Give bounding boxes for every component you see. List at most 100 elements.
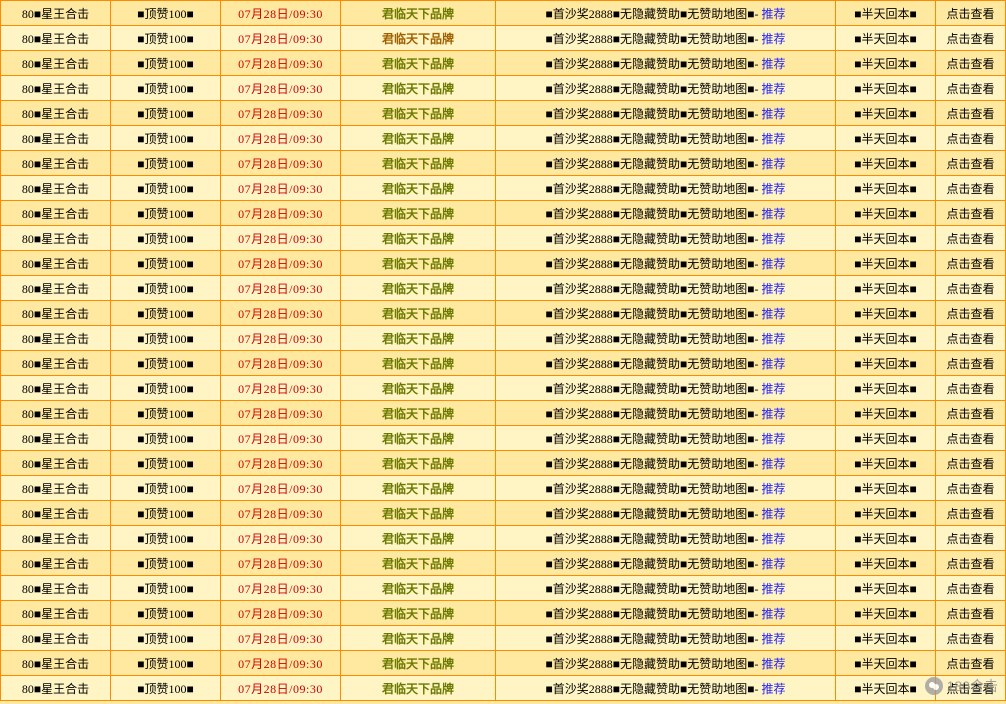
cell-name[interactable]: 80■星王合击 — [1, 501, 111, 526]
cell-action[interactable]: 点击查看 — [936, 326, 1006, 351]
cell-action[interactable]: 点击查看 — [936, 26, 1006, 51]
view-link[interactable]: 点击查看 — [946, 607, 994, 621]
cell-action[interactable]: 点击查看 — [936, 226, 1006, 251]
cell-name[interactable]: 80■星王合击 — [1, 51, 111, 76]
server-name[interactable]: 80■星王合击 — [22, 282, 89, 296]
view-link[interactable]: 点击查看 — [946, 507, 994, 521]
server-name[interactable]: 80■星王合击 — [22, 607, 89, 621]
cell-name[interactable]: 80■星王合击 — [1, 1, 111, 26]
server-name[interactable]: 80■星王合击 — [22, 382, 89, 396]
cell-name[interactable]: 80■星王合击 — [1, 401, 111, 426]
view-link[interactable]: 点击查看 — [946, 332, 994, 346]
server-name[interactable]: 80■星王合击 — [22, 582, 89, 596]
cell-action[interactable]: 点击查看 — [936, 251, 1006, 276]
server-name[interactable]: 80■星王合击 — [22, 232, 89, 246]
server-name[interactable]: 80■星王合击 — [22, 332, 89, 346]
cell-name[interactable]: 80■星王合击 — [1, 176, 111, 201]
cell-name[interactable]: 80■星王合击 — [1, 226, 111, 251]
view-link[interactable]: 点击查看 — [946, 357, 994, 371]
cell-name[interactable]: 80■星王合击 — [1, 476, 111, 501]
cell-action[interactable]: 点击查看 — [936, 201, 1006, 226]
cell-action[interactable]: 点击查看 — [936, 301, 1006, 326]
server-name[interactable]: 80■星王合击 — [22, 632, 89, 646]
view-link[interactable]: 点击查看 — [946, 282, 994, 296]
cell-name[interactable]: 80■星王合击 — [1, 201, 111, 226]
cell-name[interactable]: 80■星王合击 — [1, 251, 111, 276]
cell-action[interactable]: 点击查看 — [936, 76, 1006, 101]
view-link[interactable]: 点击查看 — [946, 482, 994, 496]
view-link[interactable]: 点击查看 — [946, 7, 994, 21]
cell-action[interactable]: 点击查看 — [936, 376, 1006, 401]
cell-name[interactable]: 80■星王合击 — [1, 101, 111, 126]
server-name[interactable]: 80■星王合击 — [22, 507, 89, 521]
server-name[interactable]: 80■星王合击 — [22, 657, 89, 671]
cell-action[interactable]: 点击查看 — [936, 51, 1006, 76]
view-link[interactable]: 点击查看 — [946, 182, 994, 196]
cell-name[interactable]: 80■星王合击 — [1, 576, 111, 601]
cell-name[interactable]: 80■星王合击 — [1, 126, 111, 151]
cell-name[interactable]: 80■星王合击 — [1, 426, 111, 451]
cell-action[interactable]: 点击查看 — [936, 626, 1006, 651]
view-link[interactable]: 点击查看 — [946, 457, 994, 471]
server-name[interactable]: 80■星王合击 — [22, 32, 89, 46]
view-link[interactable]: 点击查看 — [946, 232, 994, 246]
cell-action[interactable]: 点击查看 — [936, 501, 1006, 526]
cell-name[interactable]: 80■星王合击 — [1, 526, 111, 551]
server-name[interactable]: 80■星王合击 — [22, 307, 89, 321]
cell-name[interactable]: 80■星王合击 — [1, 301, 111, 326]
cell-name[interactable]: 80■星王合击 — [1, 601, 111, 626]
cell-action[interactable]: 点击查看 — [936, 601, 1006, 626]
cell-name[interactable]: 80■星王合击 — [1, 651, 111, 676]
cell-name[interactable]: 80■星王合击 — [1, 76, 111, 101]
server-name[interactable]: 80■星王合击 — [22, 107, 89, 121]
view-link[interactable]: 点击查看 — [946, 132, 994, 146]
server-name[interactable]: 80■星王合击 — [22, 82, 89, 96]
cell-action[interactable]: 点击查看 — [936, 351, 1006, 376]
view-link[interactable]: 点击查看 — [946, 32, 994, 46]
view-link[interactable]: 点击查看 — [946, 532, 994, 546]
cell-name[interactable]: 80■星王合击 — [1, 676, 111, 701]
cell-name[interactable]: 80■星王合击 — [1, 626, 111, 651]
server-name[interactable]: 80■星王合击 — [22, 482, 89, 496]
view-link[interactable]: 点击查看 — [946, 657, 994, 671]
server-name[interactable]: 80■星王合击 — [22, 557, 89, 571]
view-link[interactable]: 点击查看 — [946, 157, 994, 171]
server-name[interactable]: 80■星王合击 — [22, 432, 89, 446]
cell-action[interactable]: 点击查看 — [936, 551, 1006, 576]
cell-name[interactable]: 80■星王合击 — [1, 376, 111, 401]
cell-action[interactable]: 点击查看 — [936, 426, 1006, 451]
cell-name[interactable]: 80■星王合击 — [1, 276, 111, 301]
cell-action[interactable]: 点击查看 — [936, 526, 1006, 551]
server-name[interactable]: 80■星王合击 — [22, 407, 89, 421]
view-link[interactable]: 点击查看 — [946, 557, 994, 571]
server-name[interactable]: 80■星王合击 — [22, 532, 89, 546]
view-link[interactable]: 点击查看 — [946, 207, 994, 221]
view-link[interactable]: 点击查看 — [946, 407, 994, 421]
server-name[interactable]: 80■星王合击 — [22, 207, 89, 221]
cell-name[interactable]: 80■星王合击 — [1, 351, 111, 376]
cell-name[interactable]: 80■星王合击 — [1, 551, 111, 576]
view-link[interactable]: 点击查看 — [946, 632, 994, 646]
server-name[interactable]: 80■星王合击 — [22, 682, 89, 696]
cell-action[interactable]: 点击查看 — [936, 176, 1006, 201]
cell-name[interactable]: 80■星王合击 — [1, 326, 111, 351]
cell-action[interactable]: 点击查看 — [936, 476, 1006, 501]
view-link[interactable]: 点击查看 — [946, 432, 994, 446]
view-link[interactable]: 点击查看 — [946, 57, 994, 71]
server-name[interactable]: 80■星王合击 — [22, 182, 89, 196]
view-link[interactable]: 点击查看 — [946, 107, 994, 121]
server-name[interactable]: 80■星王合击 — [22, 457, 89, 471]
server-name[interactable]: 80■星王合击 — [22, 7, 89, 21]
view-link[interactable]: 点击查看 — [946, 307, 994, 321]
cell-action[interactable]: 点击查看 — [936, 651, 1006, 676]
cell-action[interactable]: 点击查看 — [936, 276, 1006, 301]
server-name[interactable]: 80■星王合击 — [22, 57, 89, 71]
cell-action[interactable]: 点击查看 — [936, 401, 1006, 426]
server-name[interactable]: 80■星王合击 — [22, 357, 89, 371]
cell-action[interactable]: 点击查看 — [936, 1, 1006, 26]
cell-action[interactable]: 点击查看 — [936, 451, 1006, 476]
cell-action[interactable]: 点击查看 — [936, 126, 1006, 151]
view-link[interactable]: 点击查看 — [946, 257, 994, 271]
server-name[interactable]: 80■星王合击 — [22, 257, 89, 271]
cell-name[interactable]: 80■星王合击 — [1, 151, 111, 176]
